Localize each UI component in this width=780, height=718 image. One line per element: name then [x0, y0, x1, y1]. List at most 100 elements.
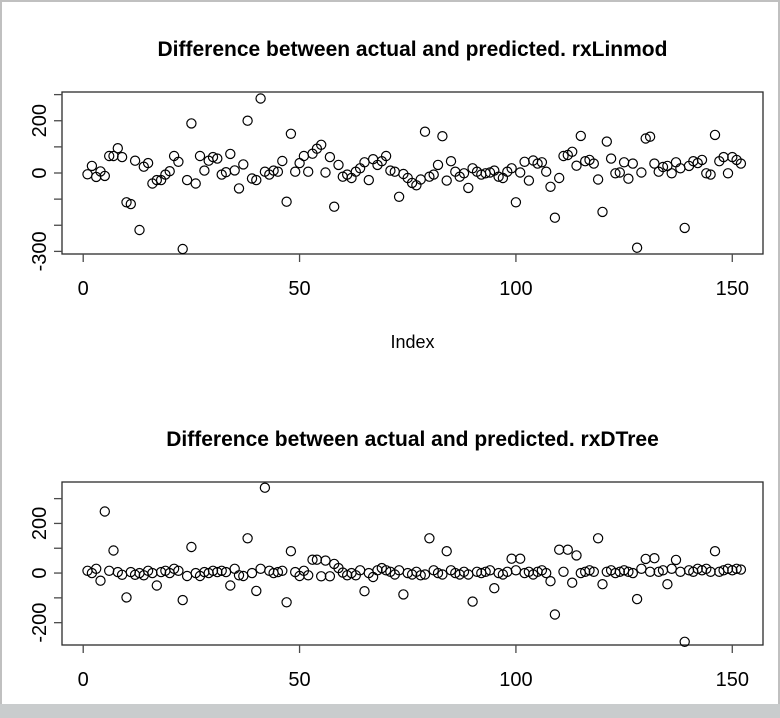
data-point [675, 566, 686, 578]
data-point [277, 565, 288, 577]
data-point [709, 129, 721, 141]
data-point [649, 158, 660, 169]
data-point [398, 589, 409, 600]
data-point [696, 154, 708, 166]
data-point [242, 115, 253, 126]
data-point [142, 157, 154, 169]
data-point [515, 553, 526, 564]
data-point [493, 171, 504, 182]
data-point [108, 545, 119, 556]
data-point [722, 168, 734, 179]
data-point [657, 161, 669, 173]
data-point [246, 173, 258, 184]
data-point [631, 242, 643, 253]
data-point [662, 579, 673, 590]
data-point [329, 201, 340, 212]
data-point [281, 597, 292, 608]
data-point [580, 566, 591, 578]
data-point [246, 567, 258, 579]
data-point [510, 565, 522, 576]
data-point [506, 163, 517, 174]
data-point [95, 575, 106, 586]
data-point [618, 157, 630, 168]
data-point [588, 158, 600, 169]
data-point [99, 170, 111, 182]
data-point [125, 198, 137, 210]
data-point [164, 165, 175, 177]
data-point [303, 570, 314, 581]
scatter-plots-canvas: 0 50 100 150 200 0 -300 0 50 100 150 200 0 -200 [29, 91, 764, 691]
data-point [636, 167, 647, 178]
data-point [692, 563, 703, 575]
data-point [627, 567, 639, 579]
data-point [324, 571, 336, 582]
x-axis-label-index: Index [390, 332, 435, 352]
data-point [644, 131, 656, 142]
plot-box [61, 481, 764, 646]
data-point [216, 565, 227, 577]
y-tick-label: -300 [29, 231, 51, 271]
data-point [99, 506, 111, 517]
data-point [207, 151, 219, 163]
data-point [571, 160, 582, 171]
data-point [186, 118, 197, 129]
data-point [229, 165, 240, 176]
data-point [220, 566, 232, 578]
plot-title-rxdtree: Difference between actual and predicted.… [166, 428, 659, 451]
data-point [549, 609, 561, 620]
data-point [541, 567, 552, 579]
data-point [627, 158, 639, 169]
data-point [268, 165, 279, 176]
data-point [588, 566, 600, 578]
data-point [597, 579, 608, 590]
data-point [432, 159, 444, 171]
data-point [212, 153, 223, 164]
data-point [605, 153, 617, 164]
data-point [194, 150, 206, 162]
data-point [515, 167, 526, 178]
data-point [735, 158, 747, 169]
data-point [592, 174, 604, 185]
data-point [463, 182, 474, 194]
data-point [701, 168, 712, 179]
data-point [277, 155, 288, 167]
data-point [380, 565, 392, 576]
data-point [649, 553, 660, 564]
data-point [255, 563, 266, 575]
data-point [303, 166, 314, 177]
data-point [316, 139, 327, 150]
data-point [536, 157, 548, 168]
data-point [592, 533, 604, 544]
data-point [735, 564, 747, 575]
data-point [233, 570, 245, 581]
data-point [549, 212, 561, 223]
x-tick-label: 50 [288, 278, 310, 300]
data-point [437, 569, 448, 580]
y-tick-label: -200 [29, 603, 51, 643]
plot-title-rxlinmod: Difference between actual and predicted.… [157, 38, 668, 61]
data-point [359, 586, 370, 597]
data-point [610, 168, 621, 179]
data-point [112, 142, 124, 154]
data-point [251, 174, 262, 186]
data-point [173, 156, 184, 167]
data-point [285, 128, 297, 140]
data-point [181, 570, 193, 582]
y-tick-label: 0 [29, 167, 51, 178]
data-point [251, 585, 262, 597]
data-point [238, 159, 249, 170]
data-point [554, 172, 565, 184]
data-point [393, 191, 405, 202]
data-point [705, 169, 716, 180]
x-tick-label: 150 [716, 278, 749, 300]
data-point [653, 566, 664, 578]
data-point [519, 156, 530, 167]
data-point [380, 150, 392, 162]
x-tick-label: 0 [78, 669, 89, 691]
data-point [441, 546, 452, 557]
data-point [129, 155, 141, 166]
data-point [666, 168, 677, 179]
data-point [385, 165, 396, 176]
data-point [679, 636, 690, 648]
data-point [415, 570, 426, 581]
